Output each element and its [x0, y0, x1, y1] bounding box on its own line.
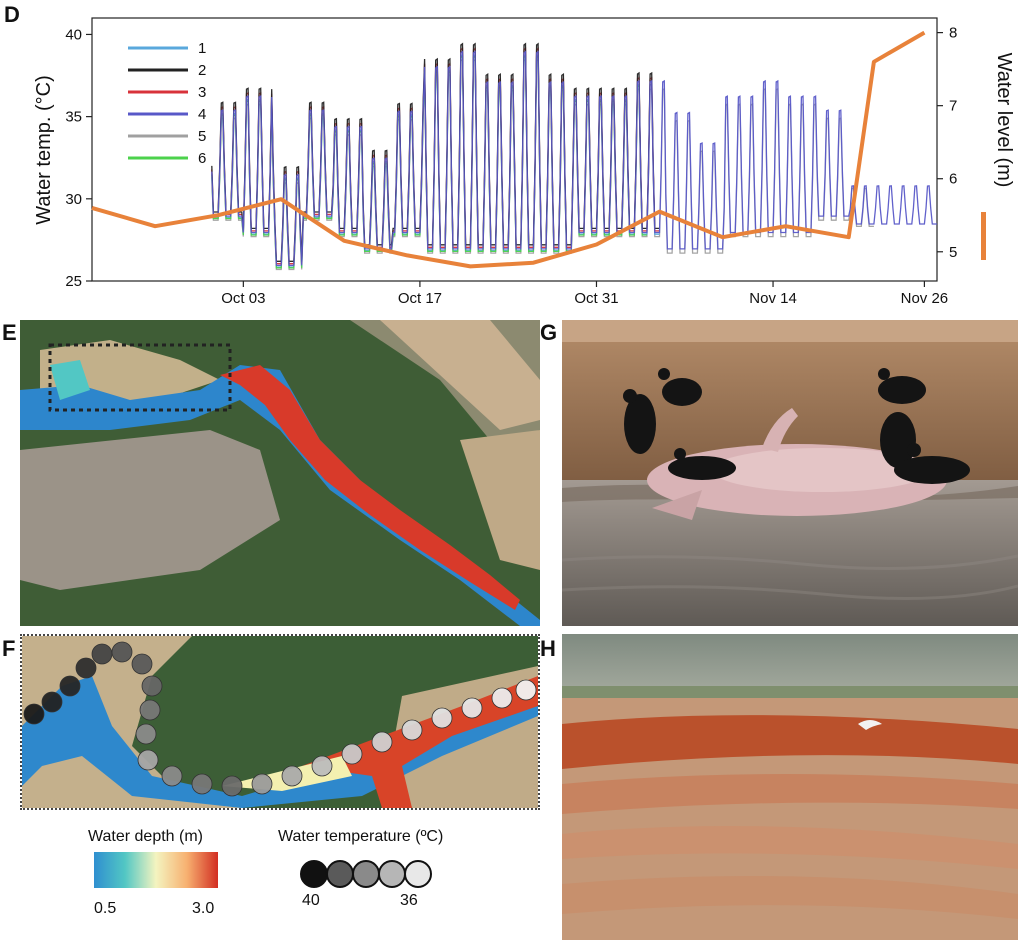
photo-red-water-lake	[562, 634, 1018, 940]
y-axis-title: Water temp. (°C)	[33, 75, 55, 225]
photo-dolphin-vultures	[562, 320, 1018, 626]
y2-tick-label: 6	[949, 171, 957, 188]
temp-legend-circle	[404, 860, 432, 888]
temp-legend-circle	[300, 860, 328, 888]
chart-legend: 1 2 3 4 5 6	[128, 40, 206, 167]
temperature-series	[211, 42, 937, 271]
depth-legend-title: Water depth (m)	[88, 828, 203, 845]
panel-label-e: E	[2, 320, 17, 345]
y2-tick-label: 7	[949, 98, 957, 115]
map-legend: Water depth (m) 0.5 3.0 Water temperatur…	[60, 820, 540, 940]
x-tick-label: Nov 26	[901, 290, 949, 307]
y2-tick-label: 8	[949, 25, 957, 42]
y-tick-label: 30	[65, 191, 82, 208]
legend-label-6: 6	[198, 150, 206, 167]
zoomed-map-temperature-track	[20, 634, 540, 810]
temp-legend-title: Water temperature (ºC)	[278, 828, 444, 845]
temp-high-label: 40	[302, 892, 320, 909]
legend-label-5: 5	[198, 128, 206, 145]
temp-legend-circle	[326, 860, 354, 888]
y-tick-label: 25	[65, 273, 82, 290]
right-axis-ticks: 5 6 7 8	[937, 25, 957, 261]
legend-label-4: 4	[198, 106, 206, 123]
panel-label-g: G	[540, 320, 558, 345]
panel-label-d: D	[4, 2, 20, 27]
depth-max-label: 3.0	[192, 900, 215, 917]
y2-axis-title-swatch	[981, 212, 986, 260]
legend-label-3: 3	[198, 84, 206, 101]
x-tick-label: Oct 31	[574, 290, 618, 307]
panel-label-h: H	[540, 636, 556, 661]
temp-series-4	[211, 50, 937, 267]
panel-label-f: F	[2, 636, 16, 661]
satellite-map-depth	[20, 320, 540, 626]
temp-legend-circle	[352, 860, 380, 888]
depth-colorbar	[94, 852, 218, 888]
y-tick-label: 40	[65, 26, 82, 43]
x-tick-label: Oct 03	[221, 290, 265, 307]
plot-frame	[91, 17, 938, 282]
y2-tick-label: 5	[949, 244, 957, 261]
y2-axis-title: Water level (m)	[993, 53, 1015, 188]
bottom-axis-ticks: Oct 03 Oct 17 Oct 31 Nov 14 Nov 26	[221, 281, 948, 307]
left-axis-ticks: 25 30 35 40	[65, 26, 92, 290]
temp-legend-circle	[378, 860, 406, 888]
x-tick-label: Oct 17	[398, 290, 442, 307]
temp-low-label: 36	[400, 892, 418, 909]
depth-min-label: 0.5	[94, 900, 117, 917]
x-tick-label: Nov 14	[749, 290, 797, 307]
legend-label-1: 1	[198, 40, 206, 57]
water-level-series	[91, 30, 926, 269]
y-tick-label: 35	[65, 109, 82, 126]
legend-label-2: 2	[198, 62, 206, 79]
